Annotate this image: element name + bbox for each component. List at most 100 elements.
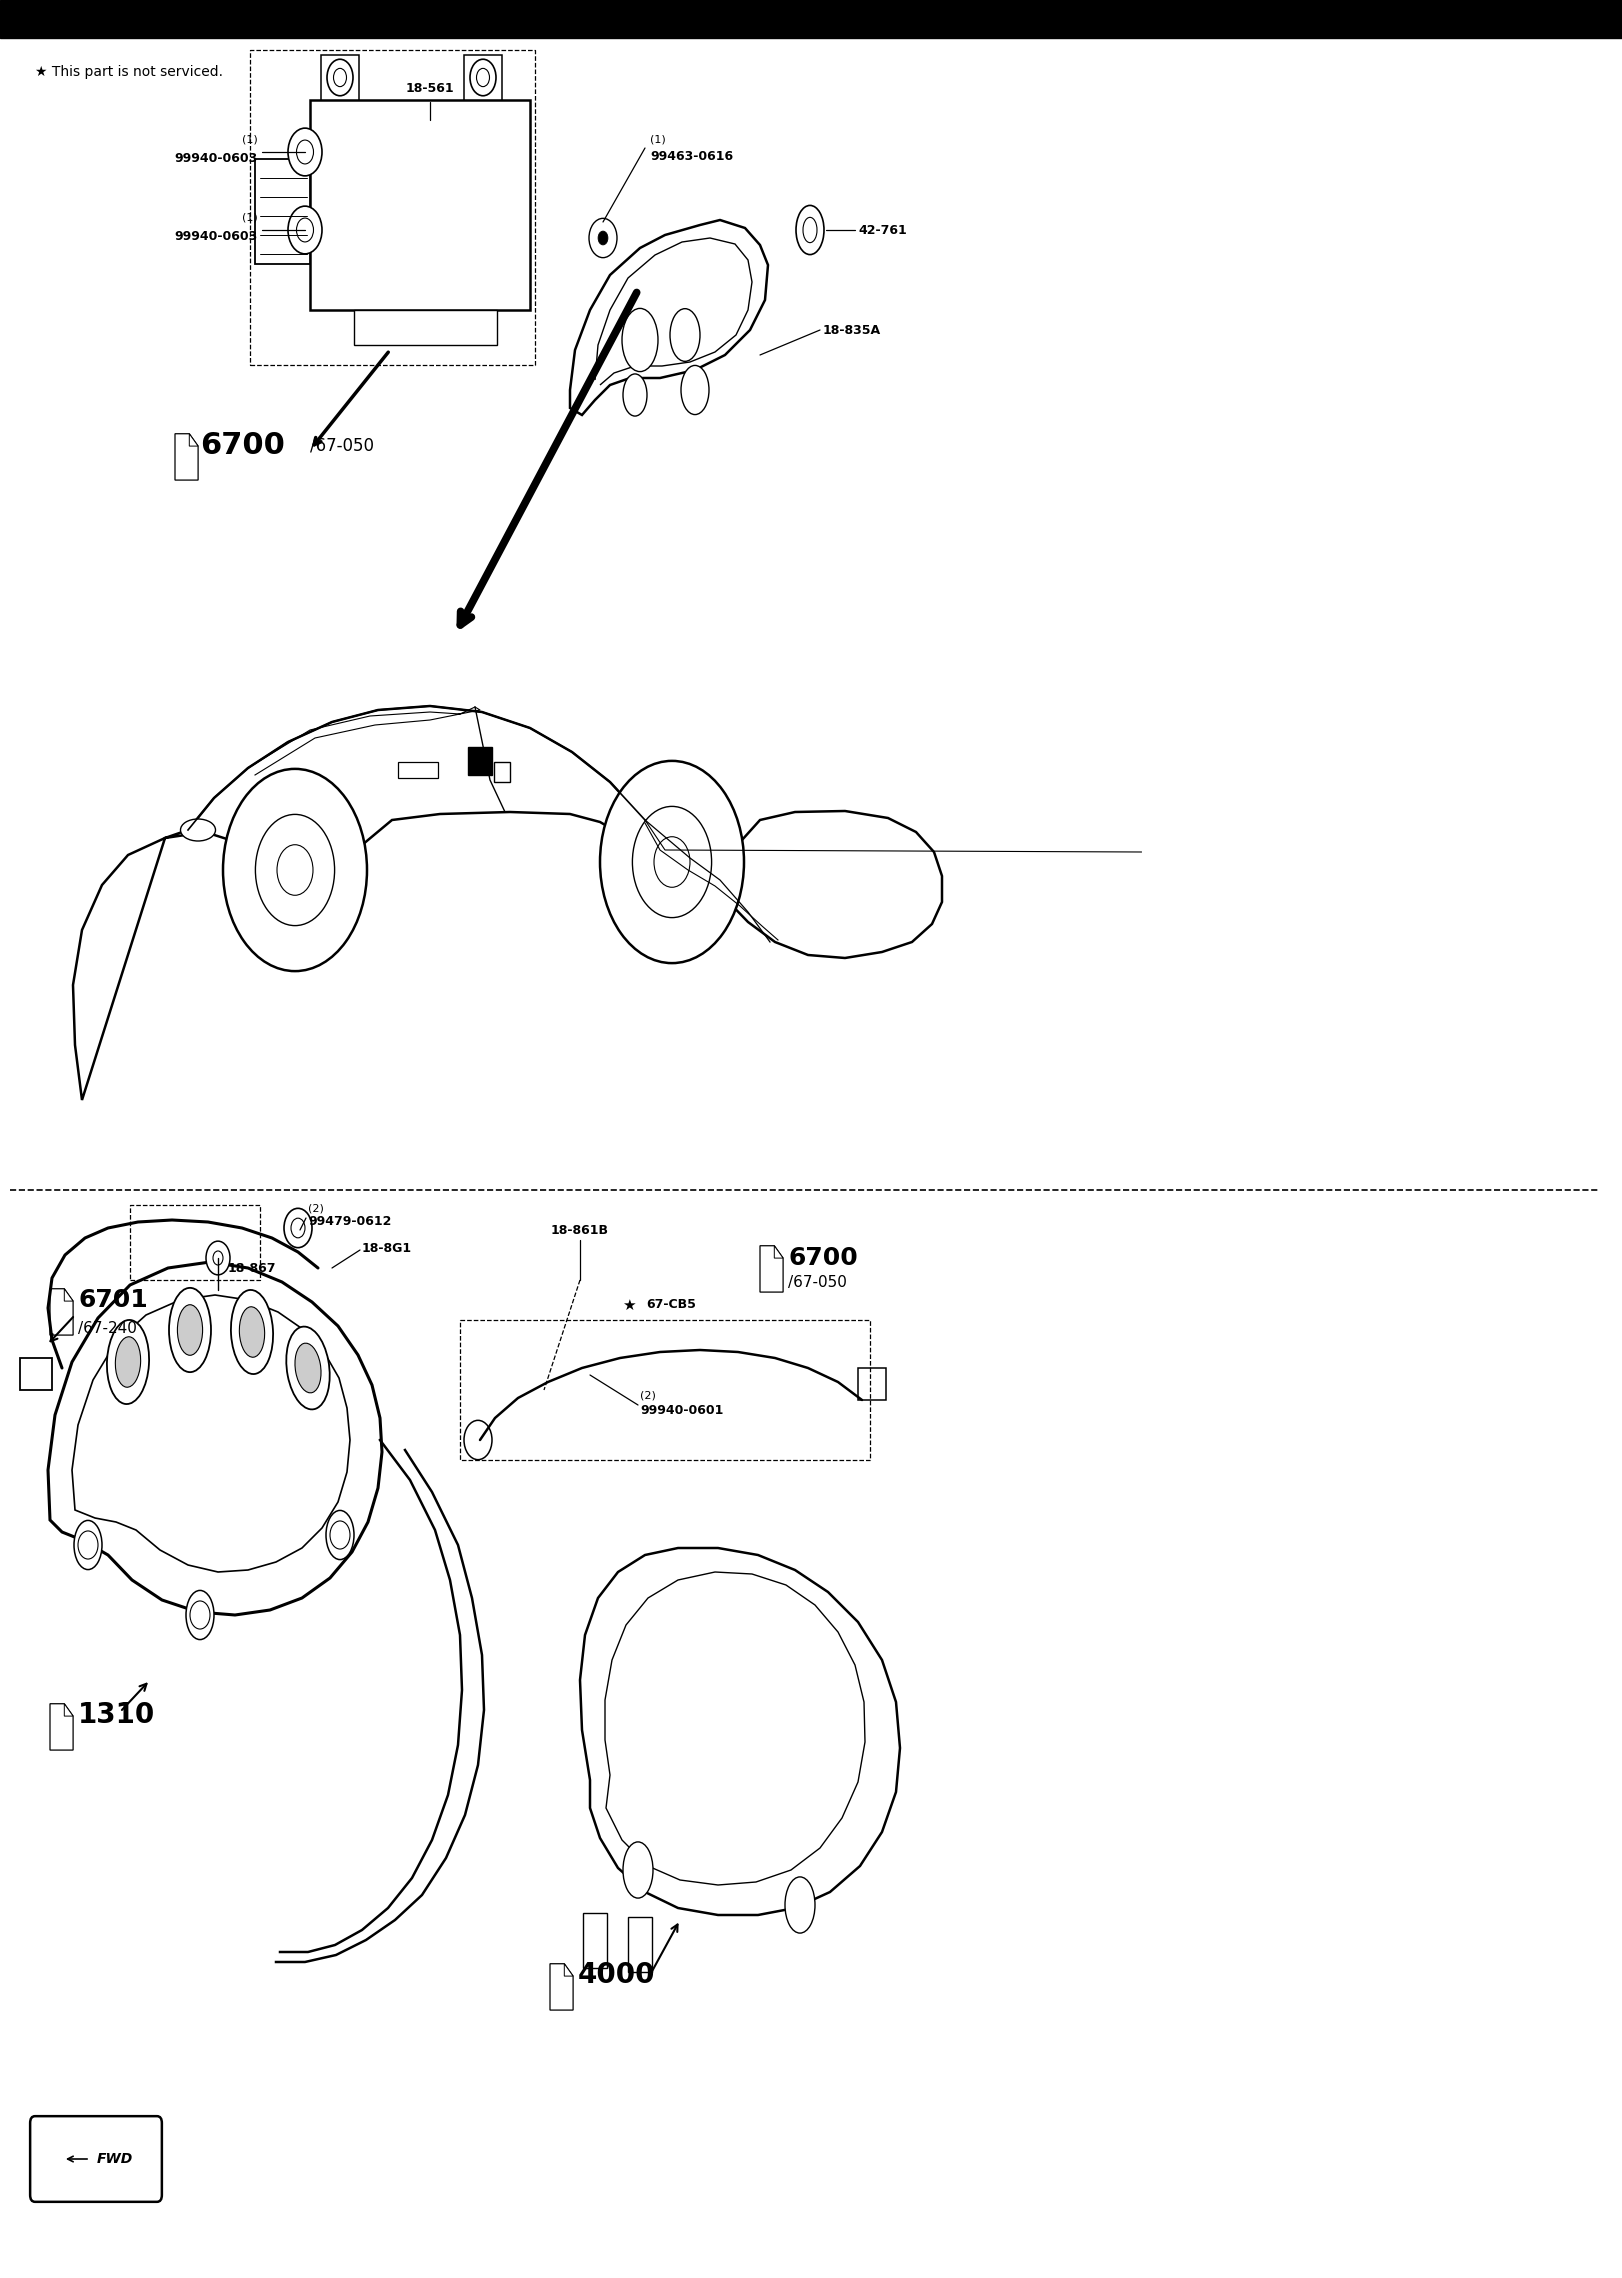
Polygon shape bbox=[605, 1572, 865, 1884]
Text: ★ This part is not serviced.: ★ This part is not serviced. bbox=[36, 66, 222, 80]
Text: 6701: 6701 bbox=[78, 1287, 148, 1312]
Circle shape bbox=[284, 1207, 311, 1248]
Circle shape bbox=[290, 1219, 305, 1237]
Circle shape bbox=[477, 68, 490, 87]
Ellipse shape bbox=[785, 1877, 814, 1934]
Text: 99463-0616: 99463-0616 bbox=[650, 150, 733, 162]
Ellipse shape bbox=[169, 1287, 211, 1371]
Text: 99940-0603: 99940-0603 bbox=[175, 230, 258, 241]
Circle shape bbox=[255, 813, 334, 925]
Circle shape bbox=[464, 1421, 491, 1460]
Polygon shape bbox=[190, 433, 198, 446]
Circle shape bbox=[329, 1522, 350, 1549]
Circle shape bbox=[289, 128, 323, 175]
Polygon shape bbox=[50, 1289, 73, 1335]
Bar bbox=[321, 55, 358, 100]
Circle shape bbox=[328, 59, 354, 96]
Circle shape bbox=[599, 230, 608, 244]
Circle shape bbox=[589, 219, 616, 257]
Ellipse shape bbox=[681, 364, 709, 415]
Text: 6700: 6700 bbox=[788, 1246, 858, 1271]
Text: /67-240: /67-240 bbox=[78, 1321, 136, 1335]
Text: 18-561: 18-561 bbox=[406, 82, 454, 96]
Text: (2): (2) bbox=[308, 1203, 324, 1212]
Bar bbox=[0, 0, 1622, 39]
Bar bbox=[130, 1205, 260, 1280]
Text: 18-835A: 18-835A bbox=[822, 323, 881, 337]
Circle shape bbox=[297, 219, 313, 241]
Ellipse shape bbox=[107, 1319, 149, 1403]
Text: (1): (1) bbox=[242, 214, 258, 223]
Polygon shape bbox=[761, 1246, 783, 1292]
Bar bbox=[495, 763, 509, 781]
Bar bbox=[354, 310, 496, 344]
Bar bbox=[255, 159, 310, 264]
Circle shape bbox=[334, 68, 347, 87]
Polygon shape bbox=[73, 706, 942, 1100]
Bar bbox=[250, 50, 535, 364]
Ellipse shape bbox=[230, 1289, 272, 1374]
Bar bbox=[310, 100, 530, 310]
Circle shape bbox=[222, 770, 367, 970]
Polygon shape bbox=[564, 1964, 573, 1975]
Polygon shape bbox=[550, 1964, 573, 2009]
Text: (1): (1) bbox=[242, 134, 258, 146]
Polygon shape bbox=[774, 1246, 783, 1257]
Ellipse shape bbox=[285, 1326, 329, 1410]
Circle shape bbox=[212, 1251, 222, 1264]
Circle shape bbox=[78, 1531, 97, 1558]
Polygon shape bbox=[49, 1262, 383, 1615]
Text: ★: ★ bbox=[621, 1298, 636, 1312]
Bar bbox=[469, 747, 491, 775]
Text: 99940-0601: 99940-0601 bbox=[641, 1403, 723, 1417]
Circle shape bbox=[297, 139, 313, 164]
Ellipse shape bbox=[115, 1337, 141, 1387]
Text: (1): (1) bbox=[650, 134, 665, 146]
Circle shape bbox=[206, 1242, 230, 1276]
Ellipse shape bbox=[623, 1843, 654, 1898]
Bar bbox=[858, 1369, 886, 1401]
Bar bbox=[461, 1319, 869, 1460]
Text: 6700: 6700 bbox=[200, 431, 285, 460]
Ellipse shape bbox=[623, 374, 647, 417]
Bar bbox=[397, 763, 438, 779]
Ellipse shape bbox=[75, 1519, 102, 1570]
Ellipse shape bbox=[621, 308, 659, 371]
Text: 99940-0603: 99940-0603 bbox=[175, 153, 258, 164]
Ellipse shape bbox=[670, 308, 701, 362]
Polygon shape bbox=[175, 433, 198, 481]
Bar bbox=[582, 1914, 607, 1968]
Text: /67-050: /67-050 bbox=[310, 435, 375, 453]
Text: 4000: 4000 bbox=[577, 1961, 655, 1989]
Text: 42-761: 42-761 bbox=[858, 223, 907, 237]
Circle shape bbox=[654, 836, 689, 886]
Text: 1310: 1310 bbox=[78, 1702, 156, 1729]
Polygon shape bbox=[581, 1549, 900, 1916]
Ellipse shape bbox=[180, 820, 216, 841]
Text: (2): (2) bbox=[641, 1390, 655, 1401]
Circle shape bbox=[277, 845, 313, 895]
Circle shape bbox=[470, 59, 496, 96]
Polygon shape bbox=[50, 1704, 73, 1750]
Polygon shape bbox=[569, 221, 767, 415]
Ellipse shape bbox=[177, 1305, 203, 1355]
Ellipse shape bbox=[240, 1308, 264, 1358]
Circle shape bbox=[633, 806, 712, 918]
Text: 18-867: 18-867 bbox=[229, 1262, 276, 1273]
Bar bbox=[19, 1358, 52, 1390]
Polygon shape bbox=[65, 1289, 73, 1301]
FancyBboxPatch shape bbox=[31, 2116, 162, 2203]
Text: /67-050: /67-050 bbox=[788, 1273, 847, 1289]
Bar bbox=[464, 55, 501, 100]
Text: 99479-0612: 99479-0612 bbox=[308, 1216, 391, 1228]
Ellipse shape bbox=[187, 1590, 214, 1640]
Circle shape bbox=[190, 1601, 209, 1629]
Polygon shape bbox=[71, 1294, 350, 1572]
Ellipse shape bbox=[295, 1344, 321, 1392]
Bar bbox=[628, 1918, 652, 1973]
Circle shape bbox=[289, 205, 323, 253]
Text: 18-8G1: 18-8G1 bbox=[362, 1242, 412, 1255]
Circle shape bbox=[600, 761, 744, 964]
Ellipse shape bbox=[326, 1510, 354, 1560]
Polygon shape bbox=[65, 1704, 73, 1715]
